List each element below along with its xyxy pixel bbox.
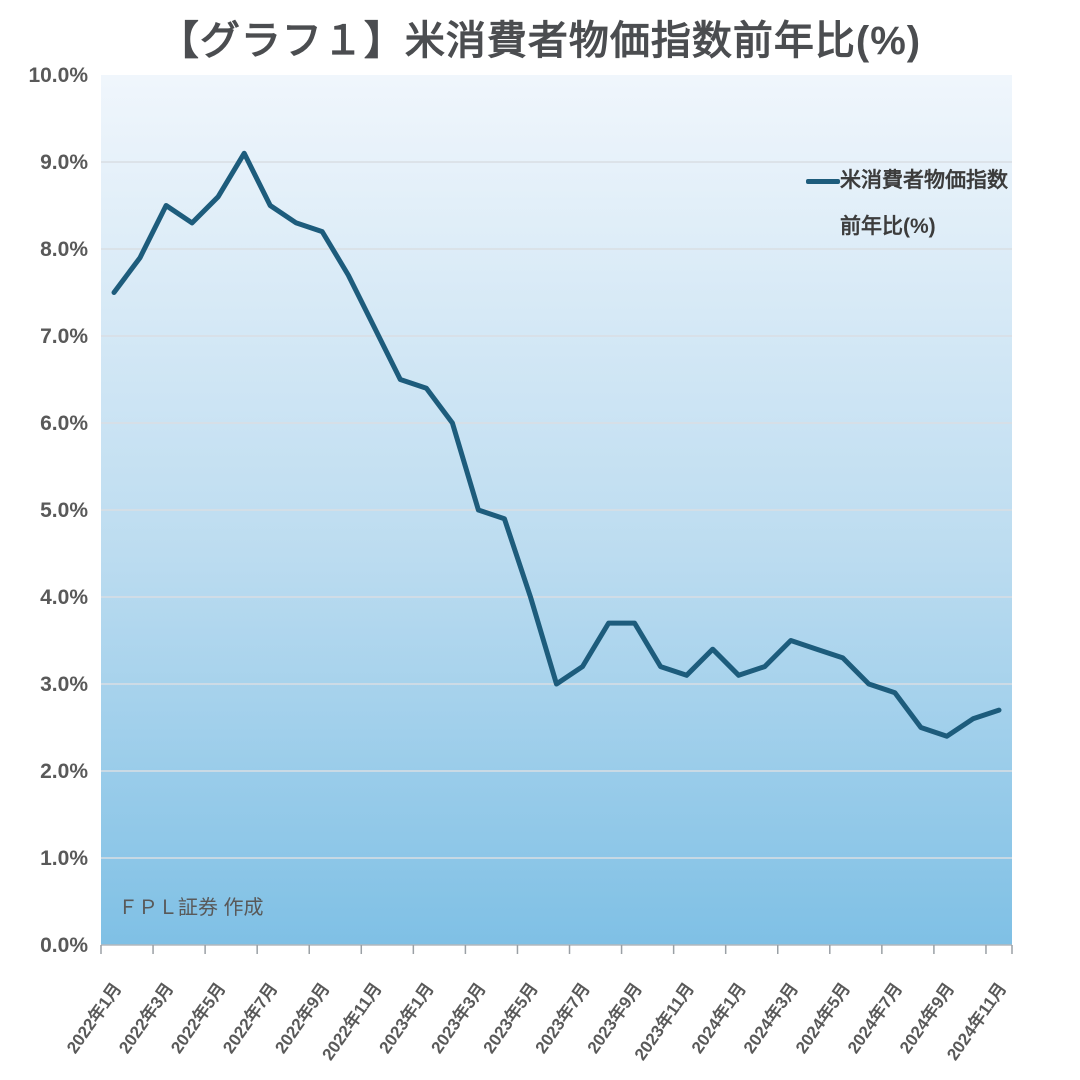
legend-series-label-line2: 前年比(%) (840, 215, 936, 238)
y-axis-tick-label: 9.0% (40, 151, 88, 174)
y-axis-tick-label: 3.0% (40, 673, 88, 696)
legend-line-marker (806, 179, 840, 184)
legend: 米消費者物価指数 前年比(%) (806, 158, 1008, 250)
chart-title: 【グラフ１】米消費者物価指数前年比(%) (158, 19, 922, 63)
y-axis-tick-label: 2.0% (40, 760, 88, 783)
y-axis-tick-label: 8.0% (40, 238, 88, 261)
cpi-line-series (111, 150, 1002, 739)
legend-series-label-line1: 米消費者物価指数 (840, 169, 1008, 192)
y-axis-tick-label: 1.0% (40, 847, 88, 870)
y-axis-tick-label: 10.0% (28, 64, 88, 87)
y-axis-tick-label: 0.0% (40, 934, 88, 957)
legend-label: 米消費者物価指数 前年比(%) (840, 158, 1008, 250)
source-note: ＦＰＬ証券 作成 (118, 897, 264, 919)
y-axis-tick-label: 7.0% (40, 325, 88, 348)
y-axis-tick-label: 4.0% (40, 586, 88, 609)
y-axis-tick-label: 6.0% (40, 412, 88, 435)
y-axis-tick-label: 5.0% (40, 499, 88, 522)
